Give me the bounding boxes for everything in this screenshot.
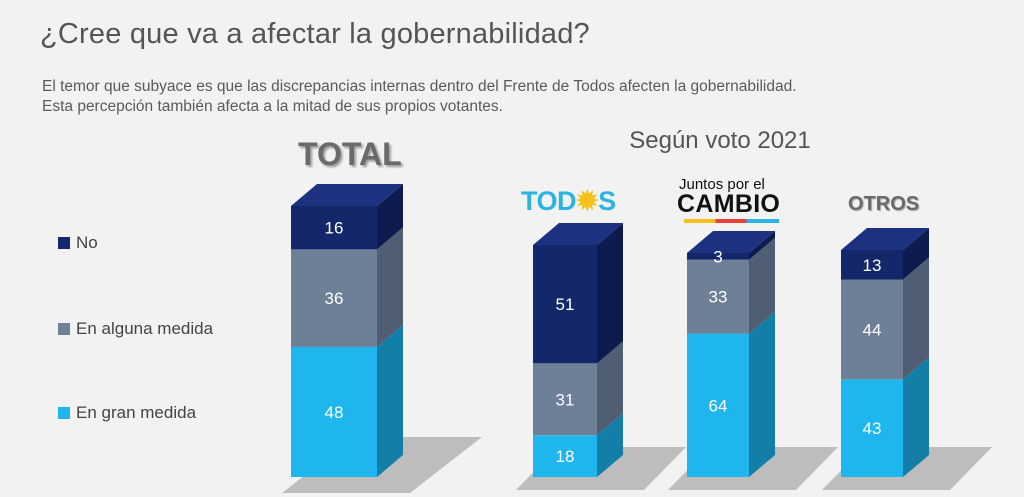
legend-swatch-gran <box>58 407 70 419</box>
legend-swatch-alguna <box>58 323 70 335</box>
chart-subtitle: El temor que subyace es que las discrepa… <box>42 77 942 117</box>
bar-segment-3-2 <box>841 250 903 280</box>
bar-top-3 <box>841 228 929 250</box>
bar-side-3-1 <box>903 257 929 380</box>
legend-label-alguna: En alguna medida <box>76 319 214 338</box>
bar-side-2-2 <box>749 231 775 260</box>
bar-side-0-2 <box>377 184 403 250</box>
legend-item-no: No <box>58 233 98 253</box>
bar-group-1: 18 31 51 <box>533 223 623 477</box>
bar-segment-1-1 <box>533 363 597 436</box>
bar-top-1 <box>533 223 623 245</box>
bar-segment-0-0 <box>291 346 377 477</box>
data-label-2-1: 33 <box>709 288 728 307</box>
todos-logo: TOD✹S <box>521 186 616 217</box>
bar-side-3-2 <box>903 228 929 280</box>
bar-segment-0-1 <box>291 249 377 347</box>
bar-segment-2-2 <box>687 253 749 260</box>
bar-group-3: 43 44 13 <box>841 228 929 477</box>
data-label-3-1: 44 <box>863 320 882 339</box>
total-label: TOTAL <box>298 136 402 172</box>
group-title: Según voto 2021 <box>629 127 811 154</box>
otros-label: OTROS <box>848 193 920 215</box>
legend-swatch-no <box>58 237 70 249</box>
bar-side-0-1 <box>377 227 403 347</box>
bar-segment-2-1 <box>687 259 749 334</box>
subtitle-line-2: Esta percepción también afecta a la mita… <box>42 98 503 115</box>
bar-segment-2-0 <box>687 333 749 477</box>
data-label-0-0: 48 <box>325 403 344 422</box>
legend-label-no: No <box>76 233 98 252</box>
sun-icon: ✹ <box>576 186 599 216</box>
data-label-1-1: 31 <box>556 390 575 409</box>
bar-segment-0-2 <box>291 206 377 250</box>
bar-side-1-2 <box>597 223 623 364</box>
bar-side-1-1 <box>597 341 623 436</box>
bar-side-2-1 <box>749 237 775 334</box>
data-label-1-0: 18 <box>556 447 575 466</box>
data-label-3-0: 43 <box>863 419 882 438</box>
bar-group-0: 48 36 16 <box>291 184 403 477</box>
bar-segment-3-0 <box>841 379 903 477</box>
bar-side-2-0 <box>749 311 775 477</box>
bar-segment-1-2 <box>533 245 597 364</box>
subtitle-line-1: El temor que subyace es que las discrepa… <box>42 78 797 95</box>
data-label-2-2: 3 <box>713 247 722 266</box>
bar-side-1-0 <box>597 413 623 477</box>
jxc-logo-line2: CAMBIO <box>677 190 781 218</box>
bar-top-2 <box>687 231 775 253</box>
legend-item-alguna: En alguna medida <box>58 319 213 339</box>
bar-side-0-0 <box>377 324 403 477</box>
todos-logo-text-b: S <box>598 186 616 216</box>
legend-item-gran: En gran medida <box>58 403 196 423</box>
legend-label-gran: En gran medida <box>76 403 197 422</box>
bar-segment-3-1 <box>841 279 903 380</box>
bar-side-3-0 <box>903 357 929 477</box>
bar-segment-1-0 <box>533 435 597 477</box>
chart-title: ¿Cree que va a afectar la gobernabilidad… <box>40 18 590 50</box>
bar-top-0 <box>291 184 403 206</box>
jxc-logo-stripe <box>684 219 779 223</box>
data-label-0-1: 36 <box>325 289 344 308</box>
data-label-0-2: 16 <box>325 219 344 238</box>
todos-logo-text-a: TOD <box>521 186 577 216</box>
data-label-1-2: 51 <box>556 295 575 314</box>
jxc-logo-line1: Juntos por el <box>679 176 765 193</box>
data-label-2-0: 64 <box>709 396 728 415</box>
data-label-3-2: 13 <box>863 256 882 275</box>
